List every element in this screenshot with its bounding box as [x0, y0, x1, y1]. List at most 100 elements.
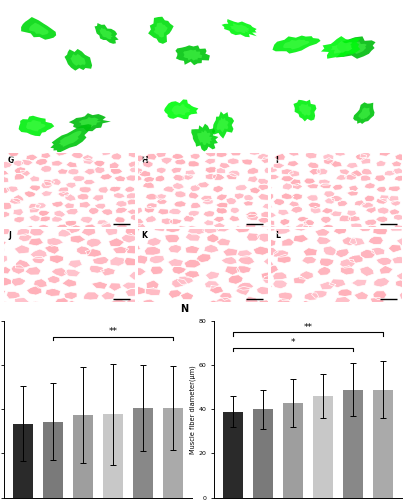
Polygon shape: [244, 296, 258, 306]
Polygon shape: [51, 312, 66, 322]
Polygon shape: [82, 145, 94, 151]
Polygon shape: [234, 224, 251, 233]
Polygon shape: [0, 202, 12, 210]
Polygon shape: [234, 184, 247, 191]
Polygon shape: [228, 274, 243, 284]
Polygon shape: [320, 208, 332, 214]
Polygon shape: [81, 228, 96, 236]
Polygon shape: [108, 244, 123, 253]
Polygon shape: [64, 269, 80, 277]
Polygon shape: [328, 211, 341, 216]
Polygon shape: [77, 194, 89, 200]
Text: F: F: [274, 80, 279, 89]
Polygon shape: [126, 301, 141, 309]
Polygon shape: [19, 152, 34, 178]
Polygon shape: [338, 215, 350, 222]
Polygon shape: [350, 223, 362, 229]
Polygon shape: [278, 175, 289, 180]
Polygon shape: [219, 292, 232, 300]
Polygon shape: [66, 162, 77, 168]
Polygon shape: [212, 186, 224, 193]
Polygon shape: [113, 192, 125, 198]
Polygon shape: [234, 227, 250, 235]
Polygon shape: [9, 198, 21, 204]
Polygon shape: [202, 199, 213, 205]
Polygon shape: [384, 170, 394, 176]
Polygon shape: [34, 278, 47, 288]
Polygon shape: [228, 170, 239, 177]
Polygon shape: [330, 235, 341, 241]
Polygon shape: [335, 200, 356, 220]
Polygon shape: [262, 257, 278, 266]
Polygon shape: [0, 192, 4, 198]
Polygon shape: [40, 146, 51, 152]
Polygon shape: [183, 216, 194, 222]
Polygon shape: [80, 216, 93, 224]
Polygon shape: [323, 191, 334, 198]
Polygon shape: [64, 300, 80, 310]
Polygon shape: [13, 288, 37, 306]
Polygon shape: [101, 209, 113, 216]
Polygon shape: [346, 210, 356, 217]
Polygon shape: [0, 254, 8, 264]
Polygon shape: [66, 182, 76, 188]
Bar: [13, 424, 33, 498]
Polygon shape: [158, 303, 172, 312]
Polygon shape: [254, 231, 265, 238]
Polygon shape: [267, 174, 279, 180]
Polygon shape: [320, 36, 360, 59]
Polygon shape: [320, 216, 330, 224]
Polygon shape: [271, 151, 283, 158]
Polygon shape: [14, 174, 24, 180]
Polygon shape: [124, 186, 134, 192]
Polygon shape: [255, 300, 269, 307]
Polygon shape: [303, 220, 314, 226]
Polygon shape: [196, 254, 211, 262]
Polygon shape: [288, 170, 299, 177]
Polygon shape: [125, 175, 138, 182]
Polygon shape: [386, 196, 398, 202]
Polygon shape: [66, 224, 74, 244]
Polygon shape: [388, 309, 403, 318]
Polygon shape: [25, 266, 41, 275]
Polygon shape: [40, 216, 50, 222]
Polygon shape: [124, 184, 135, 190]
Polygon shape: [245, 159, 256, 166]
Polygon shape: [35, 158, 48, 166]
Polygon shape: [139, 170, 150, 177]
Polygon shape: [51, 268, 67, 277]
Polygon shape: [58, 233, 69, 239]
Polygon shape: [389, 142, 400, 148]
Polygon shape: [402, 200, 405, 205]
Polygon shape: [29, 238, 43, 246]
Polygon shape: [54, 298, 68, 306]
Polygon shape: [145, 288, 160, 296]
Text: K: K: [141, 231, 147, 240]
Polygon shape: [340, 266, 353, 275]
Polygon shape: [296, 216, 308, 222]
Polygon shape: [364, 219, 376, 226]
Polygon shape: [9, 164, 20, 177]
Polygon shape: [145, 194, 158, 200]
Polygon shape: [252, 246, 268, 255]
Polygon shape: [247, 176, 258, 182]
Polygon shape: [321, 144, 331, 150]
Polygon shape: [58, 187, 68, 194]
Polygon shape: [215, 208, 226, 214]
Polygon shape: [143, 186, 153, 191]
Polygon shape: [269, 146, 281, 154]
Polygon shape: [172, 182, 184, 190]
Polygon shape: [243, 259, 257, 268]
Polygon shape: [187, 232, 200, 239]
Polygon shape: [329, 160, 341, 168]
Polygon shape: [121, 239, 136, 248]
Text: *: *: [290, 338, 294, 347]
Polygon shape: [70, 236, 80, 242]
Polygon shape: [17, 228, 30, 236]
Polygon shape: [146, 280, 159, 289]
Polygon shape: [352, 102, 373, 124]
Polygon shape: [68, 168, 79, 175]
Polygon shape: [110, 256, 125, 266]
Polygon shape: [28, 235, 38, 242]
Polygon shape: [382, 232, 393, 238]
